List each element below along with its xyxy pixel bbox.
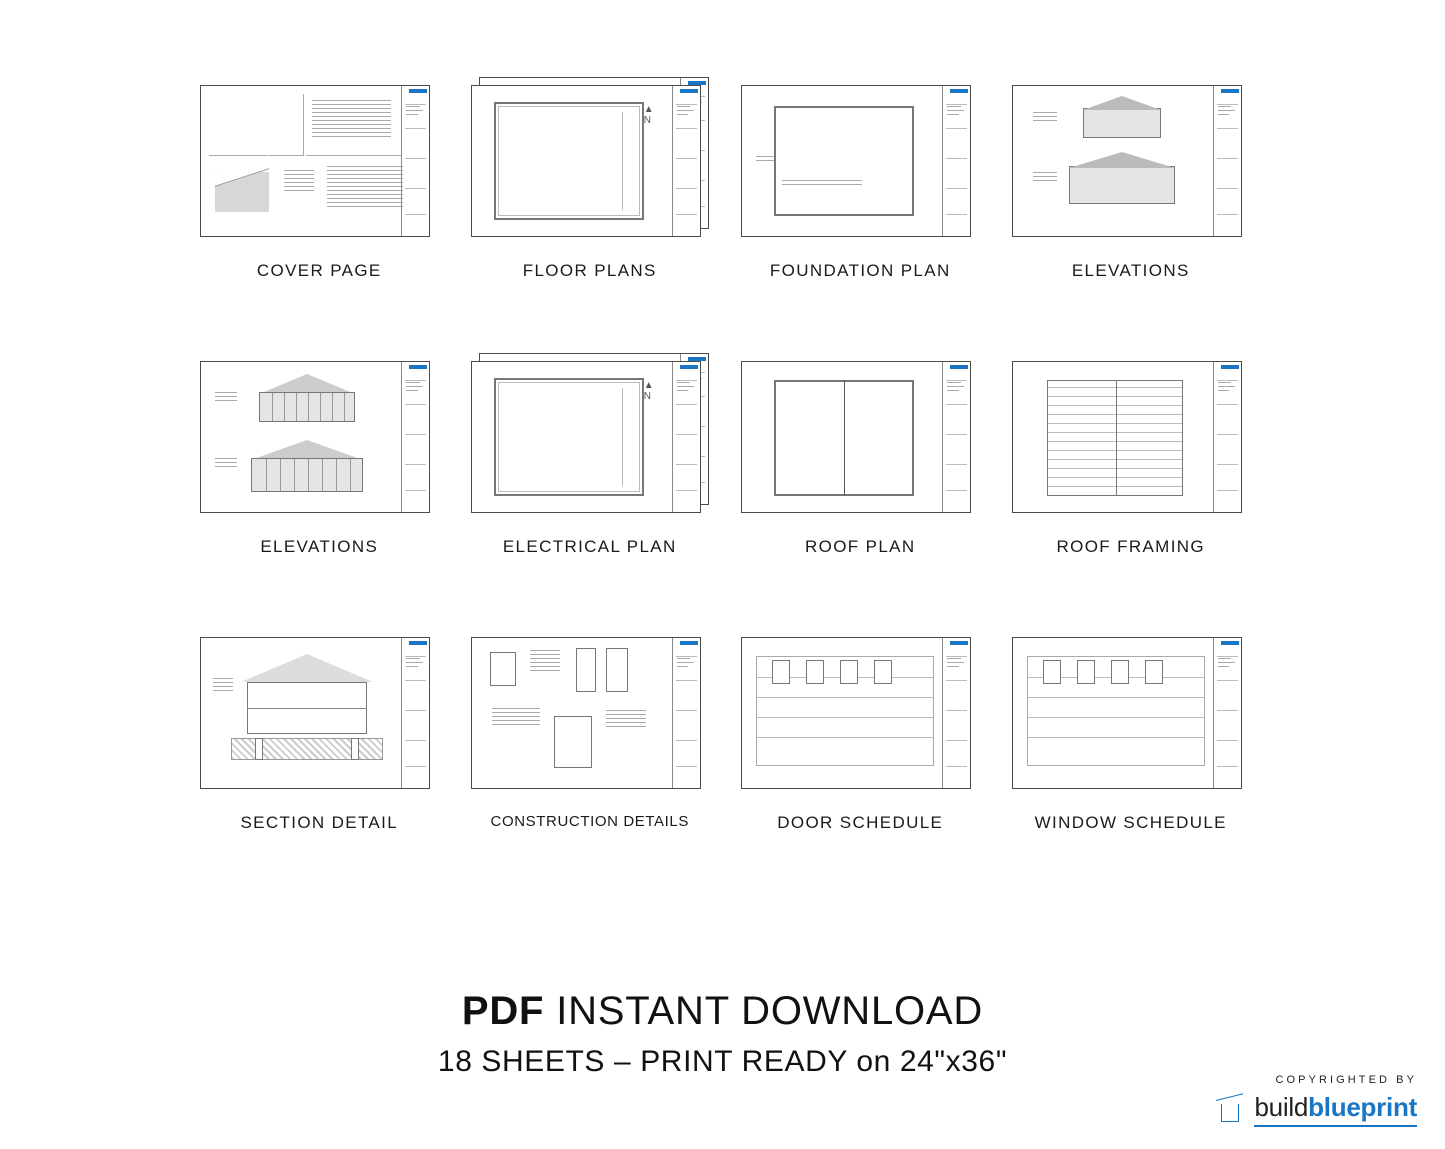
thumbnail-cell: ELEVATIONS (195, 361, 444, 557)
thumbnail-label: COVER PAGE (257, 261, 382, 281)
thumbnail-label: DOOR SCHEDULE (777, 813, 943, 833)
thumbnail-label: ELEVATIONS (1072, 261, 1190, 281)
brand-block: COPYRIGHTED BY buildblueprint (1218, 1074, 1417, 1128)
sheet-thumbnail (200, 637, 438, 797)
thumbnail-label: ELEVATIONS (260, 537, 378, 557)
brand-name-b: blueprint (1308, 1092, 1417, 1122)
thumbnail-cell: FOUNDATION PLAN (736, 85, 985, 281)
thumbnail-cell: ROOF FRAMING (1007, 361, 1256, 557)
sheet-front (1012, 361, 1242, 513)
thumbnail-label: WINDOW SCHEDULE (1035, 813, 1227, 833)
sheet-front (471, 637, 701, 789)
brand-mark-icon (1218, 1096, 1244, 1122)
sheet-front: ▲N (471, 85, 701, 237)
sheet-thumbnail (741, 637, 979, 797)
sheet-front (741, 637, 971, 789)
thumbnail-label: FOUNDATION PLAN (770, 261, 951, 281)
thumbnail-cell: COVER PAGE (195, 85, 444, 281)
thumbnail-label: ELECTRICAL PLAN (503, 537, 677, 557)
sheet-thumbnail: ▲N (471, 361, 709, 521)
sheet-thumbnail (200, 361, 438, 521)
sheet-front (200, 637, 430, 789)
sheet-front (200, 85, 430, 237)
sheet-front: ▲N (471, 361, 701, 513)
sheet-front (741, 85, 971, 237)
thumbnail-cell: ROOF PLAN (736, 361, 985, 557)
brand-logo: buildblueprint (1218, 1092, 1417, 1127)
sheet-front (741, 361, 971, 513)
thumbnail-label: CONSTRUCTION DETAILS (491, 813, 689, 830)
thumbnail-cell: ELEVATIONS (1007, 85, 1256, 281)
thumbnail-cell: DOOR SCHEDULE (736, 637, 985, 833)
brand-copyright: COPYRIGHTED BY (1218, 1074, 1417, 1086)
thumbnail-cell: ▲N FLOOR PLANS (466, 85, 715, 281)
thumbnail-label: ROOF FRAMING (1056, 537, 1205, 557)
sheet-thumbnail (1012, 637, 1250, 797)
sheet-thumbnail (741, 361, 979, 521)
sheet-thumbnail (1012, 361, 1250, 521)
sheet-front (1012, 637, 1242, 789)
thumbnail-label: ROOF PLAN (805, 537, 915, 557)
sheet-front (200, 361, 430, 513)
thumbnail-cell: WINDOW SCHEDULE (1007, 637, 1256, 833)
sheet-thumbnail (471, 637, 709, 797)
sheet-thumbnail (1012, 85, 1250, 245)
headline-rest: INSTANT DOWNLOAD (544, 989, 983, 1033)
thumbnail-grid: COVER PAGE ▲N FLOOR PLANS (195, 85, 1255, 833)
sheet-thumbnail: ▲N (471, 85, 709, 245)
thumbnail-label: FLOOR PLANS (523, 261, 657, 281)
thumbnail-label: SECTION DETAIL (240, 813, 398, 833)
sheet-front (1012, 85, 1242, 237)
thumbnail-cell: ▲N ELECTRICAL PLAN (466, 361, 715, 557)
thumbnail-cell: SECTION DETAIL (195, 637, 444, 833)
thumbnail-cell: CONSTRUCTION DETAILS (466, 637, 715, 833)
sheet-thumbnail (200, 85, 438, 245)
brand-wordmark: buildblueprint (1254, 1092, 1417, 1127)
headline-bold: PDF (462, 989, 544, 1033)
sheet-thumbnail (741, 85, 979, 245)
brand-name-a: build (1254, 1092, 1308, 1122)
headline: PDF INSTANT DOWNLOAD (0, 989, 1445, 1034)
